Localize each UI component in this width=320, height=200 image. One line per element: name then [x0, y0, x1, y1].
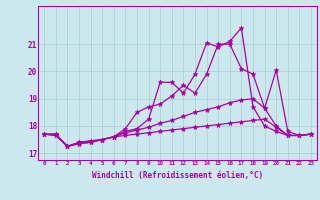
X-axis label: Windchill (Refroidissement éolien,°C): Windchill (Refroidissement éolien,°C) [92, 171, 263, 180]
